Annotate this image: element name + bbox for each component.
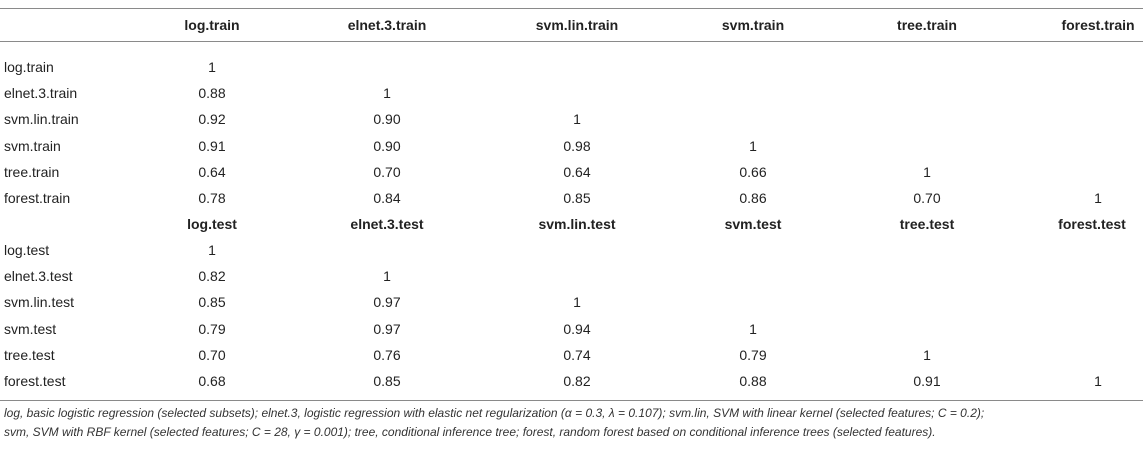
correlation-value: 0.79: [739, 347, 767, 363]
correlation-value: 0.84: [373, 190, 401, 206]
correlation-value: 1: [923, 164, 931, 180]
correlation-value: 1: [1094, 373, 1102, 389]
correlation-value: 0.85: [563, 190, 591, 206]
column-header: forest.test: [1058, 216, 1126, 232]
correlation-value: 0.70: [373, 164, 401, 180]
correlation-value: 0.74: [563, 347, 591, 363]
column-header: tree.train: [897, 17, 957, 33]
table-bottom-rule: [0, 400, 1143, 401]
header-rule: [0, 41, 1143, 42]
column-header: forest.train: [1061, 17, 1135, 33]
correlation-value: 0.91: [913, 373, 941, 389]
column-header: log.test: [187, 216, 237, 232]
column-header: elnet.3.test: [350, 216, 424, 232]
correlation-value: 1: [923, 347, 931, 363]
correlation-value: 0.88: [198, 85, 226, 101]
correlation-value: 1: [208, 242, 216, 258]
row-label: tree.test: [4, 347, 55, 363]
correlation-value: 0.70: [913, 190, 941, 206]
correlation-value: 0.86: [739, 190, 767, 206]
row-label: log.train: [4, 59, 54, 75]
column-header: svm.lin.test: [538, 216, 616, 232]
correlation-value: 0.64: [563, 164, 591, 180]
correlation-value: 0.90: [373, 138, 401, 154]
correlation-value: 0.79: [198, 321, 226, 337]
correlation-value: 0.70: [198, 347, 226, 363]
correlation-value: 0.64: [198, 164, 226, 180]
correlation-value: 0.92: [198, 111, 226, 127]
correlation-value: 0.82: [563, 373, 591, 389]
correlation-value: 1: [573, 111, 581, 127]
correlation-value: 1: [749, 321, 757, 337]
correlation-value: 1: [749, 138, 757, 154]
column-header: log.train: [184, 17, 240, 33]
correlation-value: 1: [383, 85, 391, 101]
correlation-value: 0.98: [563, 138, 591, 154]
column-header: svm.lin.train: [535, 17, 619, 33]
correlation-value: 0.85: [373, 373, 401, 389]
row-label: tree.train: [4, 164, 60, 180]
correlation-value: 0.91: [198, 138, 226, 154]
correlation-value: 0.90: [373, 111, 401, 127]
row-label: elnet.3.train: [4, 85, 78, 101]
correlation-value: 0.88: [739, 373, 767, 389]
correlation-value: 0.97: [373, 321, 401, 337]
row-label: forest.train: [4, 190, 71, 206]
correlation-value: 1: [1094, 190, 1102, 206]
table-footnote-line-1: log, basic logistic regression (selected…: [4, 406, 985, 420]
correlation-value: 0.97: [373, 294, 401, 310]
correlation-value: 0.94: [563, 321, 591, 337]
row-label: forest.test: [4, 373, 66, 389]
correlation-value: 1: [208, 59, 216, 75]
correlation-value: 0.78: [198, 190, 226, 206]
row-label: svm.test: [4, 321, 57, 337]
correlation-value: 0.85: [198, 294, 226, 310]
correlation-value: 0.66: [739, 164, 767, 180]
table-top-rule: [0, 8, 1143, 9]
table-footnote-line-2: svm, SVM with RBF kernel (selected featu…: [4, 425, 936, 439]
column-header: tree.test: [899, 216, 955, 232]
correlation-value: 0.82: [198, 268, 226, 284]
correlation-value: 0.76: [373, 347, 401, 363]
row-label: elnet.3.test: [4, 268, 73, 284]
correlation-value: 1: [383, 268, 391, 284]
column-header: svm.test: [724, 216, 782, 232]
column-header: svm.train: [721, 17, 785, 33]
row-label: log.test: [4, 242, 50, 258]
correlation-value: 0.68: [198, 373, 226, 389]
row-label: svm.train: [4, 138, 61, 154]
correlation-value: 1: [573, 294, 581, 310]
column-header: elnet.3.train: [347, 17, 427, 33]
row-label: svm.lin.train: [4, 111, 79, 127]
row-label: svm.lin.test: [4, 294, 75, 310]
